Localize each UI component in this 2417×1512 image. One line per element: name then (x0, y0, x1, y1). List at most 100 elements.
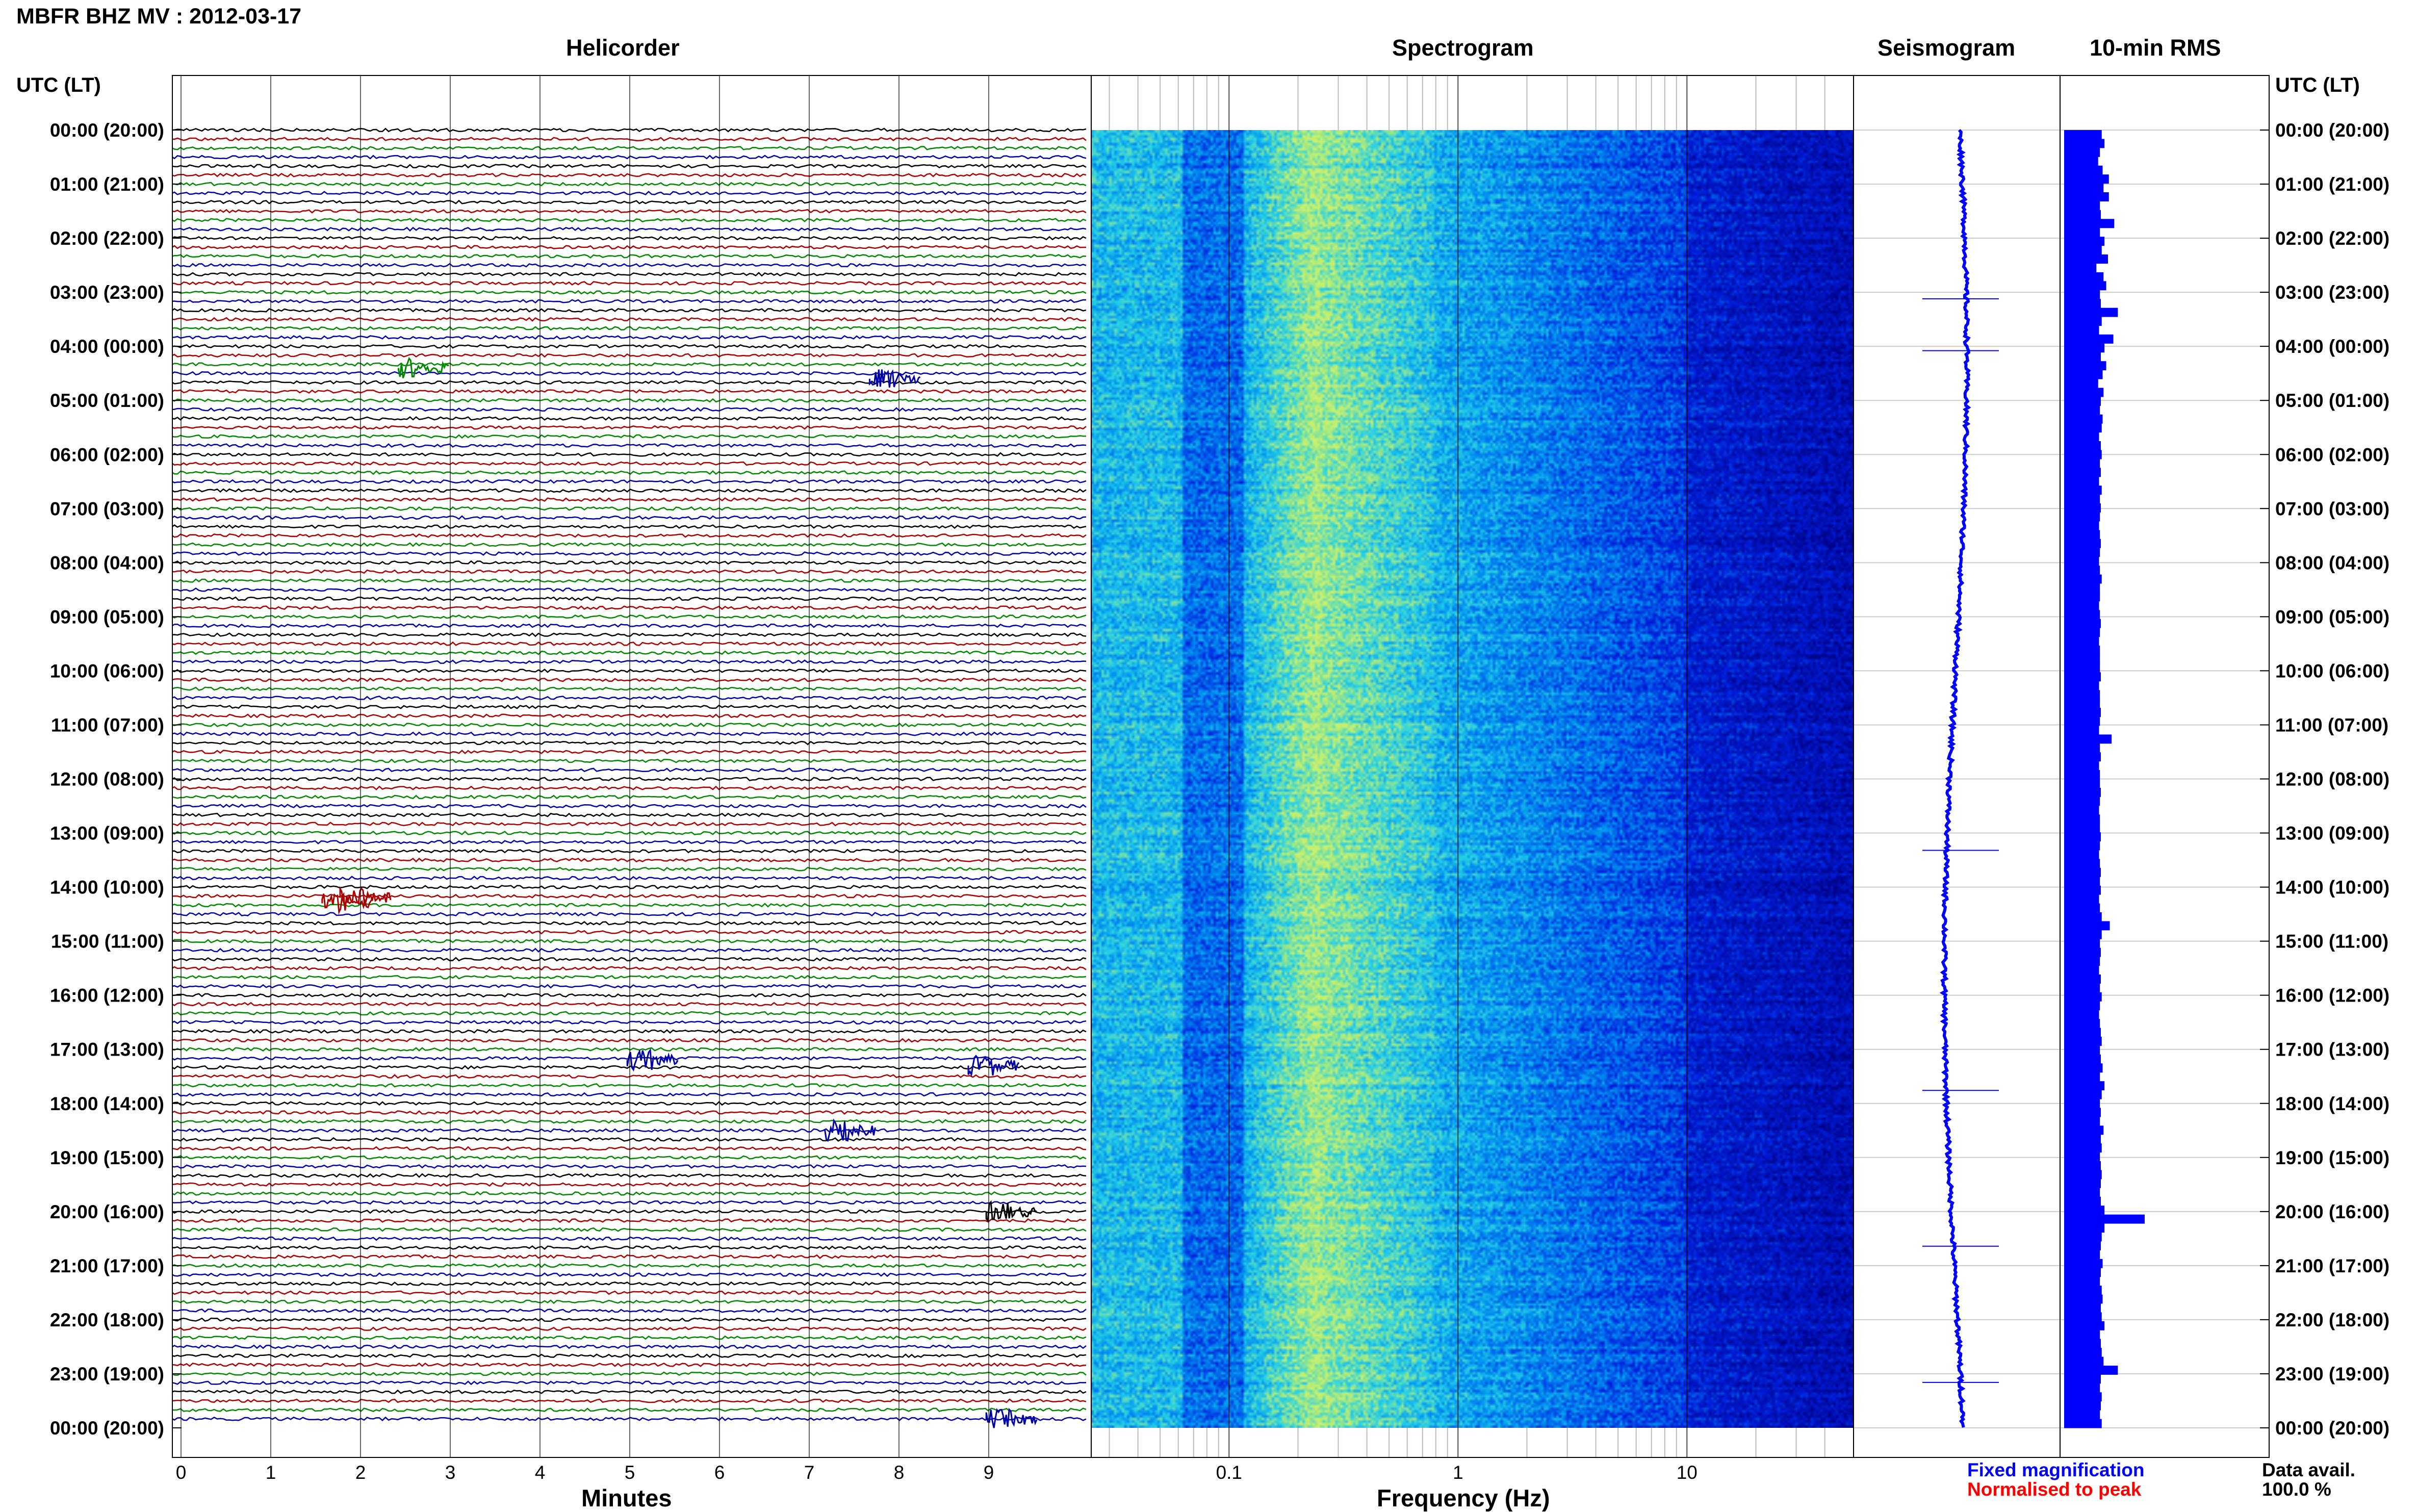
rms-bar (2064, 299, 2101, 309)
helicorder-trace (172, 623, 1087, 628)
helicorder-trace (172, 425, 1087, 430)
helicorder-trace (172, 912, 1087, 917)
rms-bar (2064, 548, 2100, 557)
rms-bar (2064, 1134, 2101, 1144)
helicorder-trace (172, 569, 1087, 574)
helicorder-trace (172, 614, 1087, 619)
helicorder-trace (172, 1101, 1087, 1106)
helicorder-trace (172, 587, 1087, 593)
helicorder-x-axis-label: Minutes (581, 1484, 672, 1511)
panel-title-seismogram: Seismogram (1878, 35, 2016, 61)
time-label: 17:00 (13:00) (50, 1039, 164, 1060)
rms-bar (2064, 1010, 2099, 1019)
time-axis-label-left: UTC (LT) (16, 74, 101, 96)
rms-bar (2064, 396, 2101, 406)
rms-bar (2064, 1161, 2101, 1170)
time-label: 11:00 (07:00) (51, 714, 164, 735)
rms-bar (2064, 1001, 2100, 1011)
time-label: 11:00 (07:00) (2275, 714, 2388, 735)
helicorder-trace (172, 650, 1087, 655)
rms-bar (2064, 921, 2110, 931)
helicorder-trace (172, 966, 1087, 971)
time-label: 20:00 (16:00) (2275, 1201, 2389, 1222)
helicorder-event (985, 1200, 1037, 1222)
helicorder-trace (172, 1371, 1087, 1376)
spectrogram-heatmap (1091, 130, 1854, 1428)
rms-bar (2064, 530, 2100, 540)
rms-bar (2064, 1303, 2101, 1313)
helicorder-trace (172, 605, 1087, 610)
time-label: 20:00 (16:00) (50, 1201, 164, 1222)
rms-bar (2064, 325, 2099, 335)
helicorder-trace (172, 434, 1087, 439)
panel-title-rms: 10-min RMS (2090, 35, 2221, 61)
time-label: 08:00 (04:00) (2275, 552, 2389, 573)
helicorder-trace (172, 803, 1087, 809)
helicorder-trace (172, 1191, 1087, 1196)
time-label: 06:00 (02:00) (2275, 444, 2389, 465)
helicorder-trace (172, 1398, 1087, 1403)
rms-bar (2064, 405, 2100, 415)
helicorder-trace (172, 876, 1087, 881)
helicorder-trace (172, 704, 1087, 709)
time-label: 21:00 (17:00) (50, 1255, 164, 1276)
time-label: 00:00 (20:00) (2275, 1418, 2389, 1439)
helicorder-trace (172, 1002, 1087, 1007)
helicorder-trace (172, 866, 1087, 872)
rms-bar (2064, 1037, 2102, 1046)
helicorder-trace (172, 145, 1087, 150)
time-label: 10:00 (06:00) (50, 660, 164, 681)
helicorder-trace (172, 1209, 1087, 1214)
helicorder-trace (172, 299, 1087, 304)
time-label: 14:00 (10:00) (50, 877, 164, 898)
rms-bar (2064, 1392, 2102, 1402)
helicorder-trace (172, 849, 1087, 854)
helicorder-trace (172, 1182, 1087, 1187)
rms-bar (2064, 334, 2114, 344)
time-label: 23:00 (19:00) (2275, 1364, 2389, 1385)
rms-bar (2064, 1383, 2100, 1393)
rms-bar (2064, 610, 2100, 620)
rms-bar (2064, 574, 2102, 584)
helicorder-trace (172, 389, 1087, 394)
time-label: 22:00 (18:00) (50, 1310, 164, 1330)
rms-bar (2064, 619, 2101, 628)
freq-tick-label: 10 (1677, 1462, 1698, 1483)
rms-bar (2064, 672, 2101, 682)
rms-bar (2064, 636, 2099, 646)
rms-bar (2064, 1143, 2102, 1153)
rms-bar (2064, 708, 2101, 717)
helicorder-traces (172, 127, 1087, 1428)
helicorder-trace (172, 1263, 1087, 1268)
rms-bar (2064, 965, 2099, 975)
rms-bar (2064, 752, 2101, 762)
time-label: 02:00 (22:00) (50, 228, 164, 249)
time-label: 01:00 (21:00) (2275, 174, 2389, 195)
helicorder-event (985, 1407, 1038, 1428)
rms-bar (2064, 1116, 2100, 1126)
helicorder-trace (172, 461, 1087, 466)
rms-bar (2064, 1125, 2104, 1135)
time-label: 18:00 (14:00) (50, 1093, 164, 1114)
rms-bar (2064, 743, 2100, 753)
helicorder-trace (172, 1236, 1087, 1241)
rms-bar (2064, 290, 2100, 299)
helicorder-trace (172, 172, 1087, 177)
rms-bar (2064, 1241, 2101, 1250)
data-availability-label: Data avail. (2262, 1459, 2356, 1480)
helicorder-trace (172, 307, 1087, 313)
helicorder-trace (172, 1254, 1087, 1259)
helicorder-trace (172, 668, 1087, 673)
rms-bar (2064, 797, 2100, 806)
rms-bar (2064, 1090, 2102, 1099)
helicorder-trace (172, 731, 1087, 736)
rms-bar (2064, 1410, 2100, 1420)
rms-bar (2064, 1206, 2104, 1215)
time-label: 12:00 (08:00) (2275, 769, 2389, 790)
helicorder-trace (172, 930, 1087, 935)
rms-bar (2064, 494, 2100, 504)
rms-bar (2064, 317, 2102, 326)
rms-bar (2064, 1214, 2145, 1224)
rms-bar (2064, 1196, 2101, 1206)
